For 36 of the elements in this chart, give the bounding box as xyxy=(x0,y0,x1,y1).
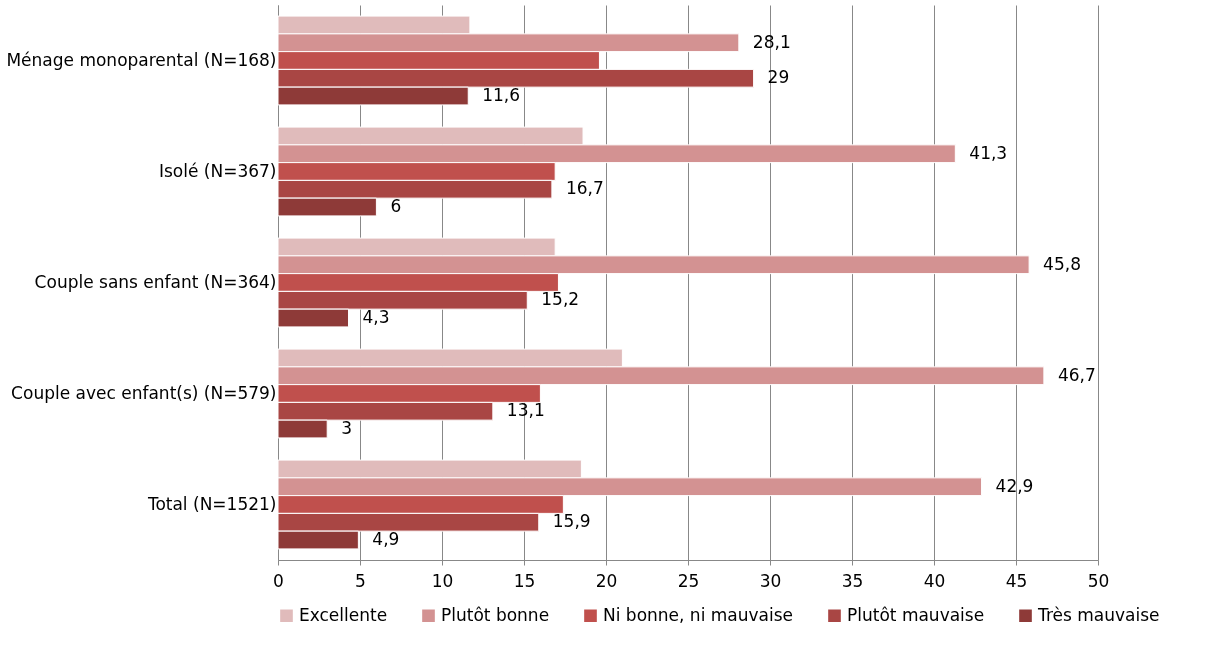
x-tick-label: 35 xyxy=(841,570,864,591)
x-tick-label: 25 xyxy=(677,570,700,591)
data-label: 4,3 xyxy=(362,307,390,328)
legend-label: Plutôt mauvaise xyxy=(847,604,985,625)
data-label: 45,8 xyxy=(1043,253,1081,274)
data-label: 4,9 xyxy=(372,529,400,550)
x-tick-label: 45 xyxy=(1005,570,1028,591)
x-tick-label: 50 xyxy=(1087,570,1110,591)
legend-label: Ni bonne, ni mauvaise xyxy=(603,604,794,625)
y-tick-label: Ménage monoparental (N=168) xyxy=(6,49,277,70)
x-tick-label: 0 xyxy=(273,570,284,591)
x-tick-label: 10 xyxy=(431,570,454,591)
legend-label: Excellente xyxy=(299,604,388,625)
data-label: 11,6 xyxy=(482,85,521,106)
y-tick-label: Isolé (N=367) xyxy=(158,160,277,181)
legend-label: Plutôt bonne xyxy=(441,604,550,625)
data-label: 28,1 xyxy=(752,31,791,52)
data-label: 42,9 xyxy=(995,475,1034,496)
x-tick-label: 5 xyxy=(355,570,366,591)
x-tick-label: 20 xyxy=(595,570,618,591)
y-tick-label: Couple avec enfant(s) (N=579) xyxy=(11,382,277,403)
data-label: 13,1 xyxy=(506,400,545,421)
data-label: 3 xyxy=(341,418,353,439)
data-label: 46,7 xyxy=(1057,364,1096,385)
legend-label: Très mauvaise xyxy=(1037,604,1160,625)
y-tick-label: Total (N=1521) xyxy=(146,493,277,514)
data-label: 15,2 xyxy=(541,289,580,310)
data-label: 15,9 xyxy=(552,511,591,532)
y-tick-label: Couple sans enfant (N=364) xyxy=(34,271,277,292)
x-tick-label: 15 xyxy=(513,570,536,591)
x-tick-label: 30 xyxy=(759,570,782,591)
data-label: 29 xyxy=(767,67,790,88)
data-label: 41,3 xyxy=(969,142,1008,163)
x-tick-label: 40 xyxy=(923,570,946,591)
data-label: 16,7 xyxy=(565,178,604,199)
data-label: 6 xyxy=(390,196,402,217)
